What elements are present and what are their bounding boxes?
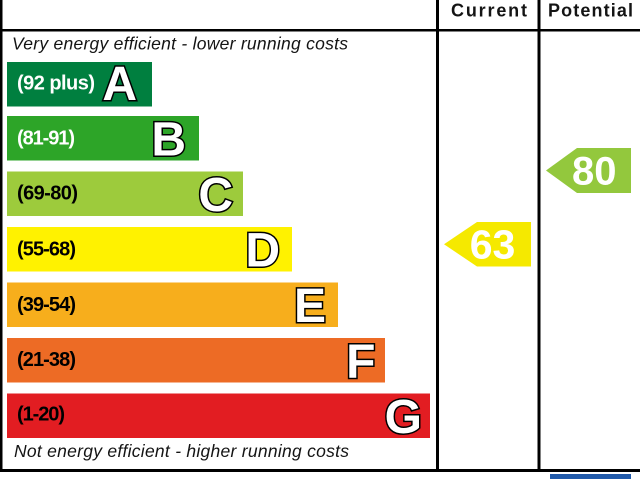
svg-text:B: B [151,114,186,167]
svg-text:Current: Current [451,1,527,21]
svg-text:A: A [102,58,137,111]
svg-text:D: D [245,225,280,278]
svg-text:Very energy efficient - lower: Very energy efficient - lower running co… [12,34,348,54]
svg-text:(55-68): (55-68) [17,239,76,261]
svg-text:F: F [346,336,375,389]
svg-text:(21-38): (21-38) [17,349,76,371]
svg-text:C: C [198,169,233,222]
svg-text:Potential: Potential [548,1,633,21]
svg-text:(92 plus): (92 plus) [17,73,95,95]
svg-text:E: E [294,280,326,333]
svg-text:63: 63 [470,222,516,268]
svg-text:(1-20): (1-20) [17,404,65,426]
svg-text:80: 80 [572,150,617,194]
svg-text:Not energy efficient - higher: Not energy efficient - higher running co… [14,441,349,461]
svg-text:G: G [385,391,422,444]
svg-text:(69-80): (69-80) [17,183,78,205]
svg-text:(39-54): (39-54) [17,294,76,316]
svg-text:(81-91): (81-91) [17,128,75,150]
